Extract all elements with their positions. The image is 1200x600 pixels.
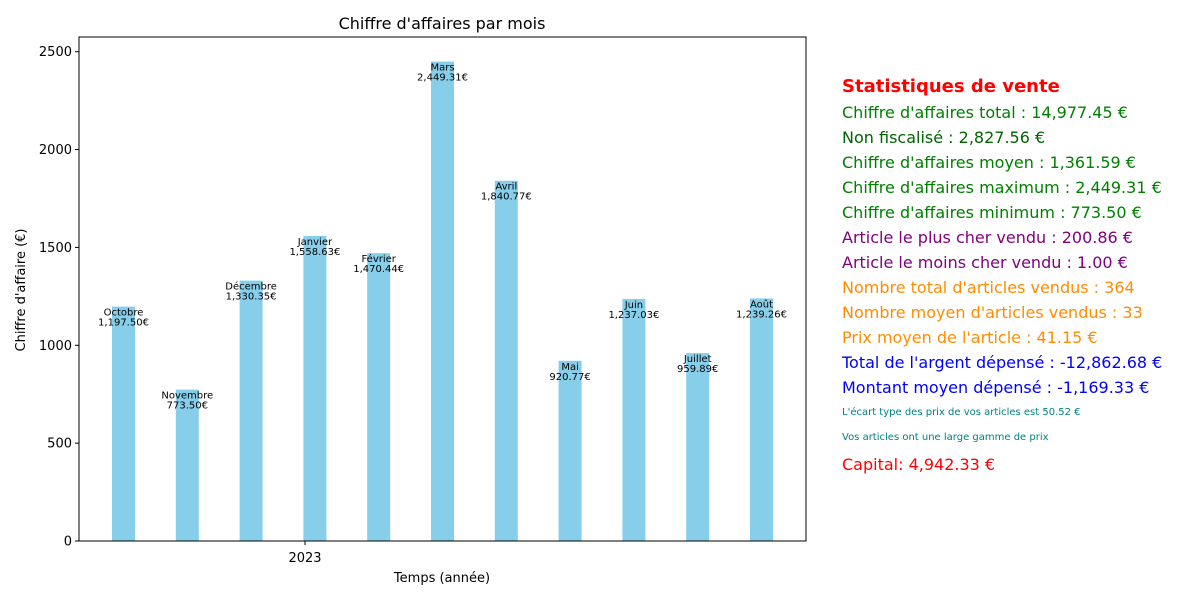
bar-avril bbox=[494, 180, 518, 542]
stat-line: Total de l'argent dépensé : -12,862.68 € bbox=[842, 353, 1163, 372]
stat-line: Prix moyen de l'article : 41.15 € bbox=[842, 328, 1098, 347]
bars-layer: Octobre1,197.50€Novembre773.50€Décembre1… bbox=[98, 61, 787, 542]
bar-value-label: 1,239.26€ bbox=[736, 309, 787, 320]
plot-frame bbox=[78, 36, 807, 542]
y-axis-label: Chiffre d'affaire (€) bbox=[14, 228, 29, 351]
stats-notes: L'écart type des prix de vos articles es… bbox=[842, 400, 1197, 450]
y-tick-label: 0 bbox=[64, 535, 72, 550]
y-tick-label: 500 bbox=[47, 437, 72, 452]
bar-février bbox=[367, 253, 391, 542]
bar-month-label: Avril bbox=[495, 182, 517, 193]
bar-month-label: Février bbox=[361, 253, 396, 265]
y-tick-label: 1500 bbox=[39, 241, 72, 256]
bar-value-label: 1,558.63€ bbox=[289, 247, 340, 258]
y-tick-label: 1000 bbox=[39, 339, 72, 354]
bar-value-label: 959.89€ bbox=[677, 364, 718, 375]
bar-janvier bbox=[303, 235, 327, 541]
bar-décembre bbox=[239, 280, 263, 541]
bar-novembre bbox=[175, 389, 199, 541]
stat-line: Chiffre d'affaires minimum : 773.50 € bbox=[842, 203, 1142, 222]
stat-line: Nombre total d'articles vendus : 364 bbox=[842, 278, 1135, 297]
stat-line: Article le moins cher vendu : 1.00 € bbox=[842, 253, 1128, 272]
bar-value-label: 1,840.77€ bbox=[481, 192, 532, 203]
bar-month-label: Juin bbox=[624, 300, 643, 311]
stats-list: Chiffre d'affaires total : 14,977.45 € No… bbox=[842, 100, 1197, 400]
stat-note: L'écart type des prix de vos articles es… bbox=[842, 407, 1081, 418]
bar-month-label: Janvier bbox=[297, 237, 333, 248]
bar-month-label: Août bbox=[750, 298, 773, 310]
bar-value-label: 2,449.31€ bbox=[417, 73, 468, 84]
stat-line: Non fiscalisé : 2,827.56 € bbox=[842, 128, 1046, 147]
y-tick-label: 2000 bbox=[39, 143, 72, 158]
axes-layer: 0 500 1000 1500 2000 2500 2023 bbox=[39, 36, 807, 566]
bar-juin bbox=[622, 298, 646, 541]
stat-line: Chiffre d'affaires moyen : 1,361.59 € bbox=[842, 153, 1136, 172]
bar-mars bbox=[431, 61, 454, 541]
x-tick-label: 2023 bbox=[288, 551, 321, 566]
bar-month-label: Mars bbox=[430, 63, 454, 74]
stat-note: Vos articles ont une large gamme de prix bbox=[842, 432, 1049, 443]
bar-octobre bbox=[112, 306, 135, 541]
bar-month-label: Décembre bbox=[225, 281, 277, 293]
bar-mai bbox=[558, 360, 582, 541]
bar-month-label: Octobre bbox=[104, 308, 144, 319]
bar-août bbox=[750, 298, 773, 541]
chart-title: Chiffre d'affaires par mois bbox=[339, 14, 546, 33]
bar-value-label: 1,237.03€ bbox=[608, 310, 659, 321]
stat-line: Chiffre d'affaires maximum : 2,449.31 € bbox=[842, 178, 1162, 197]
x-axis-label: Temps (année) bbox=[393, 571, 490, 586]
stat-line: Montant moyen dépensé : -1,169.33 € bbox=[842, 378, 1150, 397]
stat-line: Nombre moyen d'articles vendus : 33 bbox=[842, 303, 1143, 322]
y-tick-label: 2500 bbox=[39, 45, 72, 60]
bar-month-label: Juillet bbox=[683, 354, 712, 365]
stat-line: Article le plus cher vendu : 200.86 € bbox=[842, 228, 1133, 247]
bar-value-label: 1,330.35€ bbox=[226, 292, 277, 303]
stats-title: Statistiques de vente bbox=[842, 76, 1060, 97]
bar-value-label: 1,197.50€ bbox=[98, 318, 149, 329]
bar-value-label: 920.77€ bbox=[549, 372, 590, 383]
bar-value-label: 773.50€ bbox=[167, 401, 208, 412]
sales-stats-panel: Statistiques de vente Chiffre d'affaires… bbox=[842, 74, 1197, 477]
bar-month-label: Novembre bbox=[161, 391, 213, 402]
bar-value-label: 1,470.44€ bbox=[353, 264, 404, 275]
stat-line: Chiffre d'affaires total : 14,977.45 € bbox=[842, 103, 1128, 122]
bar-month-label: Mai bbox=[561, 362, 579, 373]
bar-juillet bbox=[686, 353, 710, 541]
capital-value: Capital: 4,942.33 € bbox=[842, 455, 996, 474]
